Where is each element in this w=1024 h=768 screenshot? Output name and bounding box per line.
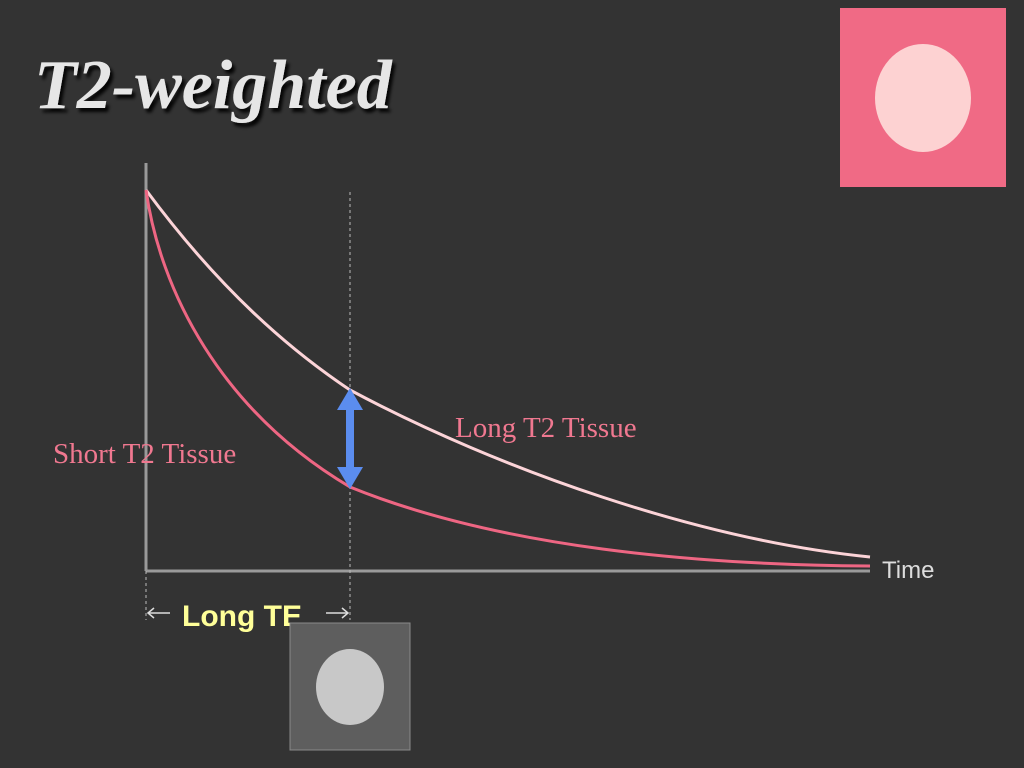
short-t2-label: Short T2 Tissue: [53, 438, 236, 470]
signal-difference-arrow: [337, 388, 363, 489]
bright-image-disc: [875, 44, 971, 152]
short-t2-curve: [144, 189, 871, 568]
title: T2-weighted: [34, 47, 393, 124]
long-t2-curve: [144, 189, 871, 559]
x-axis-label: Time: [882, 557, 934, 584]
long-t2-label: Long T2 Tissue: [455, 412, 637, 444]
te-interval-arrows: [146, 607, 350, 619]
te-label: Long TE: [182, 600, 302, 633]
dark-image-disc: [316, 649, 384, 725]
